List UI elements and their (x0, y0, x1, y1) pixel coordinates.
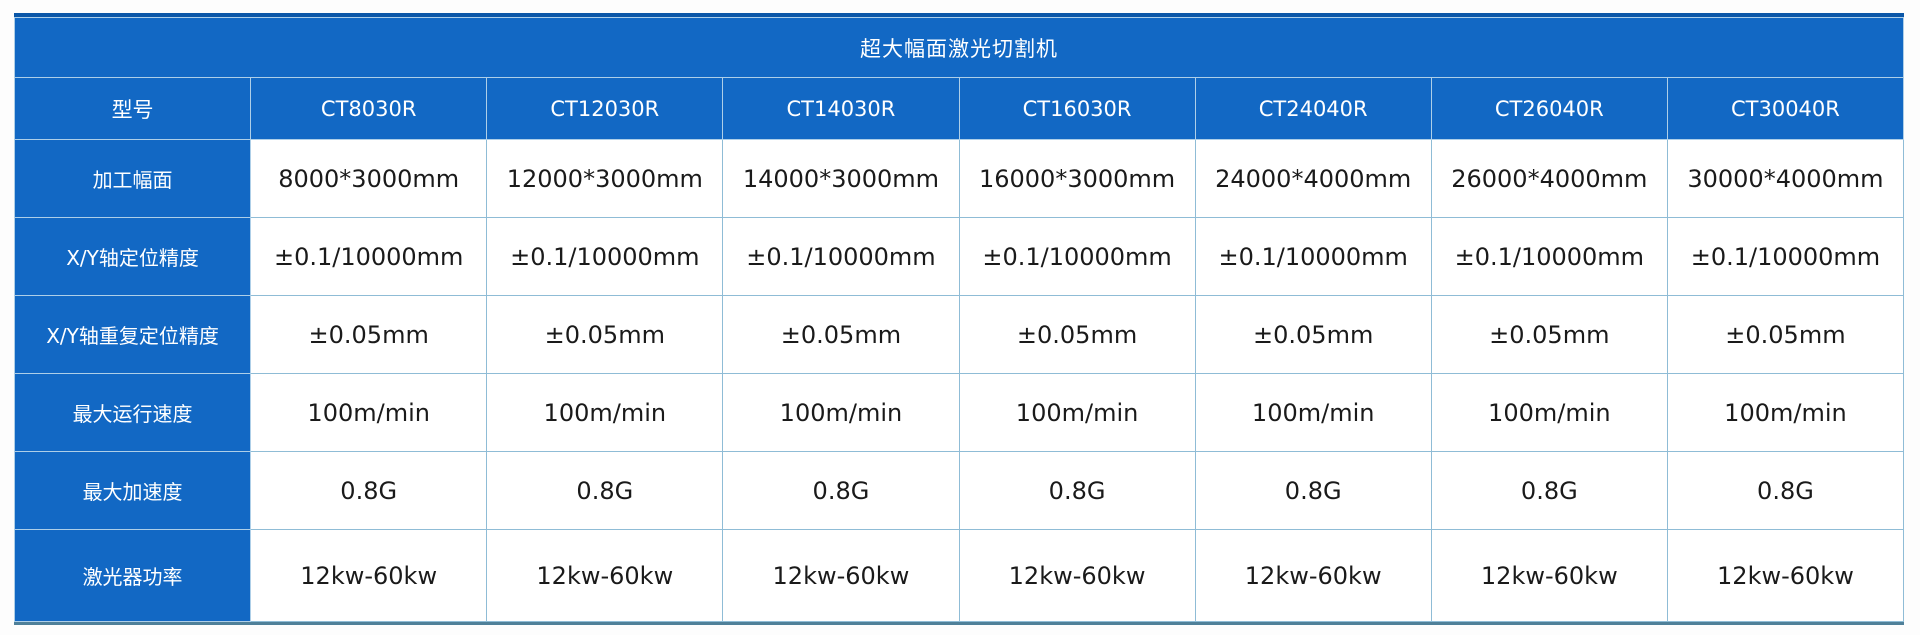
spec-value-cell: 30000*4000mm (1666, 139, 1905, 218)
spec-label-cell: X/Y轴重复定位精度 (13, 295, 252, 374)
laser-cutter-spec-table: 超大幅面激光切割机 型号 CT8030R CT12030R CT14030R CT160… (13, 17, 1905, 622)
spec-value-cell: 100m/min (958, 373, 1196, 452)
spec-value-cell: ±0.05mm (1430, 295, 1668, 374)
spec-value-cell: ±0.1/10000mm (1194, 217, 1432, 296)
spec-value-cell: ±0.1/10000mm (1666, 217, 1905, 296)
model-header-cell: CT8030R (250, 77, 488, 140)
model-header-cell: CT12030R (486, 77, 724, 140)
spec-row: X/Y轴定位精度 ±0.1/10000mm ±0.1/10000mm ±0.1/100… (13, 217, 1905, 296)
spec-value-cell: 100m/min (1430, 373, 1668, 452)
model-header-cell: CT26040R (1430, 77, 1668, 140)
spec-value-cell: 12kw-60kw (250, 529, 488, 622)
table-title-row: 超大幅面激光切割机 (14, 17, 1904, 78)
spec-value-cell: ±0.05mm (722, 295, 960, 374)
model-header-cell: CT30040R (1666, 77, 1905, 140)
table-title: 超大幅面激光切割机 (14, 17, 1904, 78)
spec-value-cell: 12kw-60kw (1430, 529, 1668, 622)
spec-label-cell: 加工幅面 (13, 139, 252, 218)
spec-value-cell: 100m/min (486, 373, 724, 452)
model-header-cell: CT14030R (722, 77, 960, 140)
spec-value-cell: 12kw-60kw (1194, 529, 1432, 622)
spec-row: X/Y轴重复定位精度 ±0.05mm ±0.05mm ±0.05mm ±0.05mm ±0… (13, 295, 1905, 374)
spec-label-cell: 最大运行速度 (13, 373, 252, 452)
spec-value-cell: 100m/min (722, 373, 960, 452)
spec-value-cell: ±0.05mm (1194, 295, 1432, 374)
spec-row: 激光器功率 12kw-60kw 12kw-60kw 12kw-60kw 12kw-60k… (13, 529, 1905, 622)
spec-value-cell: 0.8G (958, 451, 1196, 530)
spec-value-cell: 100m/min (250, 373, 488, 452)
spec-value-cell: 12kw-60kw (486, 529, 724, 622)
spec-value-cell: ±0.05mm (486, 295, 724, 374)
spec-value-cell: ±0.05mm (958, 295, 1196, 374)
spec-value-cell: ±0.1/10000mm (1430, 217, 1668, 296)
spec-value-cell: ±0.05mm (1666, 295, 1905, 374)
spec-value-cell: 26000*4000mm (1430, 139, 1668, 218)
model-header-cell: CT16030R (958, 77, 1196, 140)
spec-value-cell: ±0.1/10000mm (250, 217, 488, 296)
spec-value-cell: 12kw-60kw (722, 529, 960, 622)
spec-value-cell: 0.8G (1430, 451, 1668, 530)
spec-value-cell: 16000*3000mm (958, 139, 1196, 218)
spec-value-cell: 12kw-60kw (1666, 529, 1905, 622)
spec-value-cell: 12000*3000mm (486, 139, 724, 218)
spec-value-cell: ±0.1/10000mm (722, 217, 960, 296)
spec-row: 最大加速度 0.8G 0.8G 0.8G 0.8G 0.8G 0.8G 0.8G (13, 451, 1905, 530)
spec-value-cell: 24000*4000mm (1194, 139, 1432, 218)
spec-value-cell: ±0.05mm (250, 295, 488, 374)
spec-table-body: 加工幅面 8000*3000mm 12000*3000mm 14000*3000mm 1… (13, 139, 1905, 622)
spec-row: 加工幅面 8000*3000mm 12000*3000mm 14000*3000mm 1… (13, 139, 1905, 218)
spec-value-cell: 0.8G (250, 451, 488, 530)
spec-value-cell: 0.8G (1194, 451, 1432, 530)
spec-label-cell: 激光器功率 (13, 529, 252, 622)
spec-table-head: 超大幅面激光切割机 型号 CT8030R CT12030R CT14030R CT160… (13, 17, 1905, 140)
spec-value-cell: 12kw-60kw (958, 529, 1196, 622)
spec-value-cell: ±0.1/10000mm (486, 217, 724, 296)
model-header-row: 型号 CT8030R CT12030R CT14030R CT16030R CT24040… (13, 77, 1905, 140)
spec-value-cell: 0.8G (1666, 451, 1905, 530)
spec-value-cell: 14000*3000mm (722, 139, 960, 218)
spec-table-container: 超大幅面激光切割机 型号 CT8030R CT12030R CT14030R CT160… (13, 13, 1905, 625)
spec-value-cell: 0.8G (486, 451, 724, 530)
spec-value-cell: 8000*3000mm (250, 139, 488, 218)
spec-name-header-cell: 型号 (13, 77, 252, 140)
spec-value-cell: 100m/min (1194, 373, 1432, 452)
model-header-cell: CT24040R (1194, 77, 1432, 140)
spec-value-cell: ±0.1/10000mm (958, 217, 1196, 296)
spec-value-cell: 100m/min (1666, 373, 1905, 452)
spec-label-cell: 最大加速度 (13, 451, 252, 530)
spec-value-cell: 0.8G (722, 451, 960, 530)
spec-row: 最大运行速度 100m/min 100m/min 100m/min 100m/min 10… (13, 373, 1905, 452)
spec-label-cell: X/Y轴定位精度 (13, 217, 252, 296)
